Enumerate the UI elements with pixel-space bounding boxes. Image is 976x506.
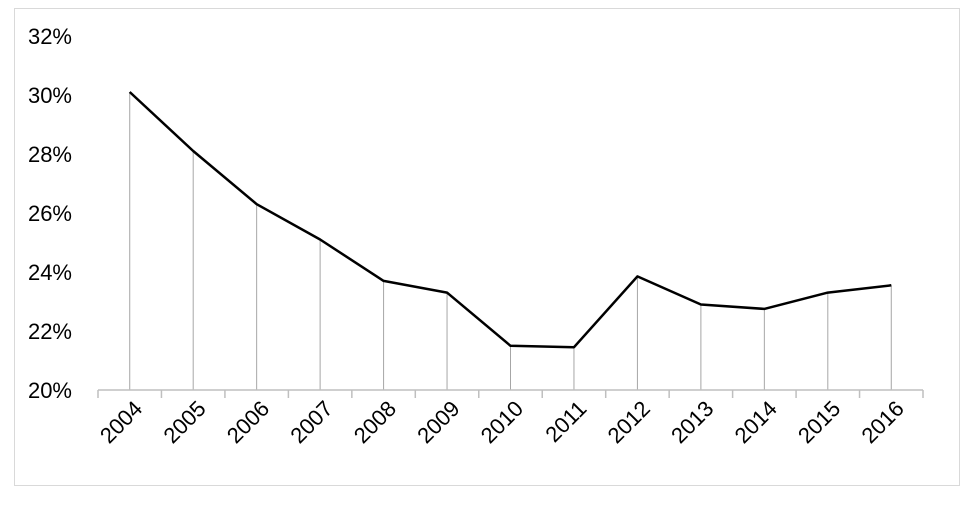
series-line <box>128 91 892 349</box>
chart-frame <box>14 8 960 486</box>
x-tick-label: 2013 <box>666 396 718 448</box>
y-axis-ticks: 20% 22% 24% 26% 28% 30% 32% <box>28 24 72 403</box>
y-tick-label: 22% <box>28 319 72 344</box>
x-axis-ticks: 2004 2005 2006 2007 2008 2009 2010 2011 2012 2013… <box>95 396 909 448</box>
y-tick-label: 20% <box>28 378 72 403</box>
x-tick-label: 2009 <box>412 396 464 448</box>
y-tick-label: 28% <box>28 142 72 167</box>
x-tick-label: 2010 <box>476 396 528 448</box>
x-tick-label: 2005 <box>158 396 210 448</box>
y-tick-label: 24% <box>28 260 72 285</box>
x-tick-label: 2007 <box>285 396 337 448</box>
x-tick-label: 2011 <box>540 396 591 447</box>
y-tick-label: 26% <box>28 201 72 226</box>
drop-lines <box>129 92 892 390</box>
x-tick-label: 2006 <box>222 396 274 448</box>
x-tick-label: 2014 <box>730 396 782 448</box>
y-tick-label: 30% <box>28 83 72 108</box>
x-tick-label: 2016 <box>857 396 909 448</box>
x-tick-label: 2004 <box>95 396 147 448</box>
x-tick-label: 2015 <box>793 396 845 448</box>
x-tick-label: 2012 <box>603 396 655 448</box>
x-tick-label: 2008 <box>349 396 401 448</box>
x-axis-tick-marks <box>97 390 924 398</box>
y-tick-label: 32% <box>28 24 72 49</box>
